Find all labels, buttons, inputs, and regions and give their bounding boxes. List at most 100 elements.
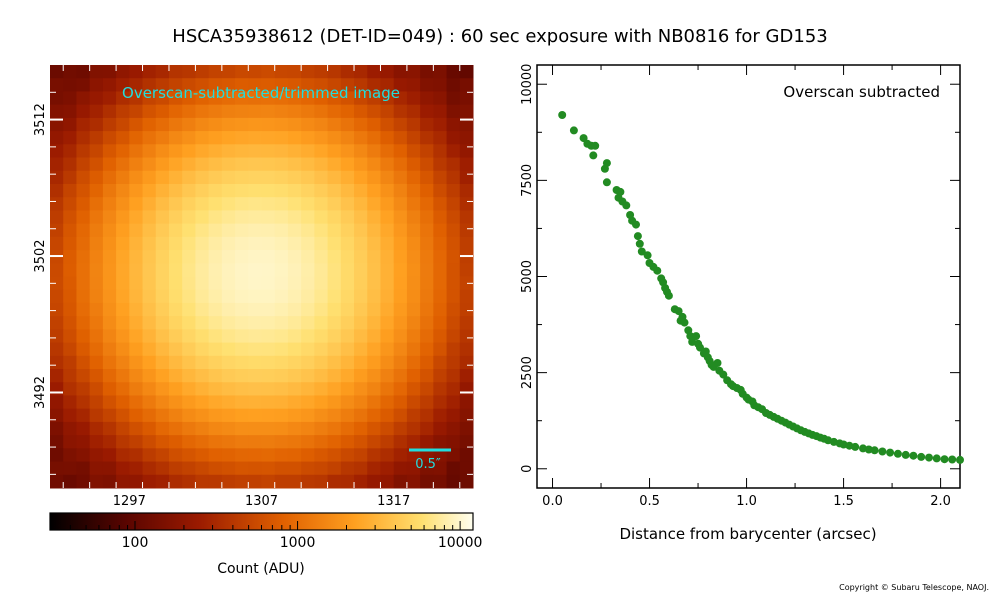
image-pixel [459,408,474,423]
image-pixel [274,210,289,225]
image-pixel [195,448,210,463]
image-pixel [168,408,183,423]
image-pixel [406,197,421,211]
image-pixel [406,91,421,106]
image-pixel [129,183,144,198]
image-pixel [195,210,210,225]
image-pixel [102,355,117,370]
image-pixel [168,461,183,476]
image-pixel [446,117,461,132]
image-pixel [274,408,289,423]
image-pixel [406,395,421,410]
image-pixel [261,316,276,330]
image-pixel [168,223,183,238]
image-pixel [248,448,262,463]
image-pixel [129,117,144,132]
image-pixel [301,342,315,357]
image-pixel [433,223,448,238]
image-pixel [274,369,289,383]
image-pixel [274,276,289,291]
image-pixel [129,91,144,106]
image-pixel [155,316,170,330]
image-pixel [142,435,157,449]
image-pixel [406,223,421,238]
data-point [696,343,704,352]
image-pixel [314,131,329,145]
image-pixel [380,474,395,489]
image-pixel [406,276,421,291]
image-pixel [340,183,355,198]
image-pixel [168,474,183,489]
image-pixel [168,329,183,344]
image-pixel [367,461,381,476]
image-pixel [168,250,183,264]
image-pixel [208,104,223,119]
image-pixel [420,474,434,489]
image-pixel [116,342,130,357]
image-pixel [367,183,381,198]
data-point [851,442,860,451]
image-pixel [380,157,395,172]
image-pixel [446,65,461,79]
image-pixel [393,289,408,304]
image-pixel [327,408,342,423]
image-pixel [367,382,381,396]
image-pixel [50,474,64,489]
data-point [589,151,598,160]
data-point [692,332,701,341]
image-pixel [354,421,368,436]
image-pixel [155,250,170,264]
image-pixel [406,250,421,264]
image-pixel [406,183,421,198]
image-pixel [459,329,474,344]
image-pixel [433,236,448,251]
image-pixel [433,395,448,410]
image-pixel [287,474,302,489]
image-pixel [274,448,289,463]
image-pixel [168,435,183,449]
image-pixel [459,236,474,251]
image-pixel [116,329,130,344]
image-pixel [261,144,276,159]
image-pixel [287,276,302,291]
image-pixel [340,342,355,357]
image-pixel [301,197,315,211]
image-pixel [102,382,117,396]
image-pixel [50,369,64,383]
image-pixel [142,461,157,476]
image-pixel [155,183,170,198]
image-pixel [301,369,315,383]
image-pixel [63,342,77,357]
image-pixel [195,382,210,396]
image-pixel [129,223,144,238]
image-pixel [221,421,236,436]
image-pixel [235,236,249,251]
image-pixel [221,157,236,172]
image-pixel [446,236,461,251]
image-pixel [182,355,196,370]
image-pixel [459,197,474,211]
image-pixel [208,461,223,476]
image-pixel [367,448,381,463]
image-pixel [287,65,302,79]
image-pixel [314,289,329,304]
image-pixel [168,276,183,291]
image-pixel [102,250,117,264]
image-pixel [340,78,355,92]
data-point [602,178,611,187]
image-pixel [155,157,170,172]
image-pixel [182,421,196,436]
image-pixel [433,210,448,225]
image-pixel [195,461,210,476]
image-pixel [274,236,289,251]
image-pixel [433,91,448,106]
image-pixel [446,170,461,185]
image-pixel [314,276,329,291]
image-pixel [63,250,77,264]
image-pixel [261,210,276,225]
image-pixel [354,329,368,344]
image-pixel [446,474,461,489]
image-pixel [89,316,104,330]
image-pixel [235,157,249,172]
